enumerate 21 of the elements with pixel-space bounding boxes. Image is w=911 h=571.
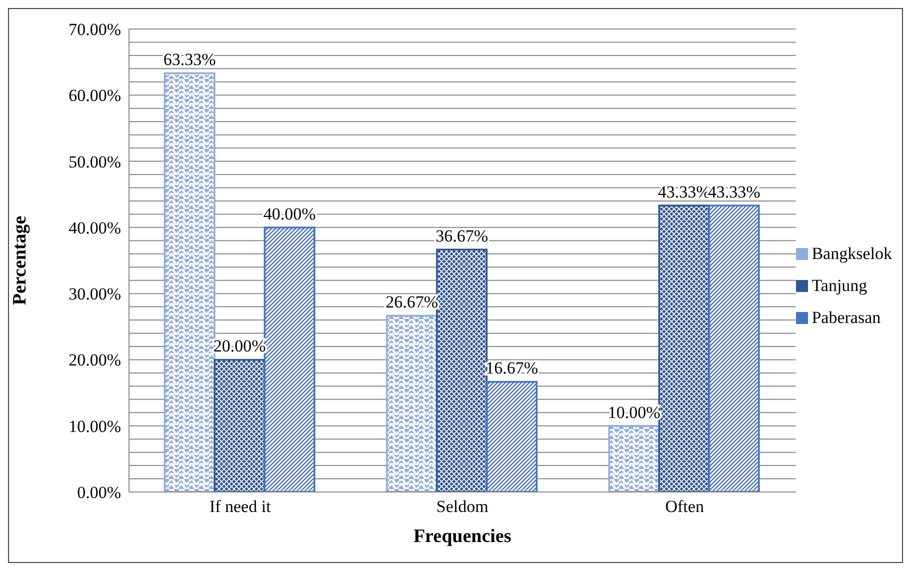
data-label: 36.67%	[436, 226, 488, 246]
y-tick-label: 30.00%	[68, 284, 121, 304]
y-tick-label: 0.00%	[77, 483, 121, 502]
x-tick-label: If need it	[209, 497, 272, 516]
data-label: 40.00%	[263, 204, 316, 224]
legend-label: Paberasan	[812, 308, 881, 328]
y-tick-label: 50.00%	[68, 152, 121, 172]
y-tick-label: 40.00%	[68, 218, 121, 238]
data-label: 43.33%	[708, 182, 760, 202]
y-tick-label: 10.00%	[68, 416, 121, 436]
y-tick-label: 20.00%	[68, 350, 121, 370]
x-tick-label: Often	[665, 497, 704, 516]
data-label: 63.33%	[163, 50, 216, 70]
x-tick-label: Seldom	[436, 497, 488, 516]
legend-label: Bangkselok	[812, 244, 892, 264]
legend-label: Tanjung	[812, 276, 868, 296]
y-tick-label: 60.00%	[68, 86, 121, 106]
data-label: 43.33%	[658, 182, 710, 202]
y-tick-label: 70.00%	[68, 20, 121, 40]
x-axis-title: Frequencies	[413, 526, 512, 547]
y-axis-title: Percentage	[10, 216, 31, 306]
